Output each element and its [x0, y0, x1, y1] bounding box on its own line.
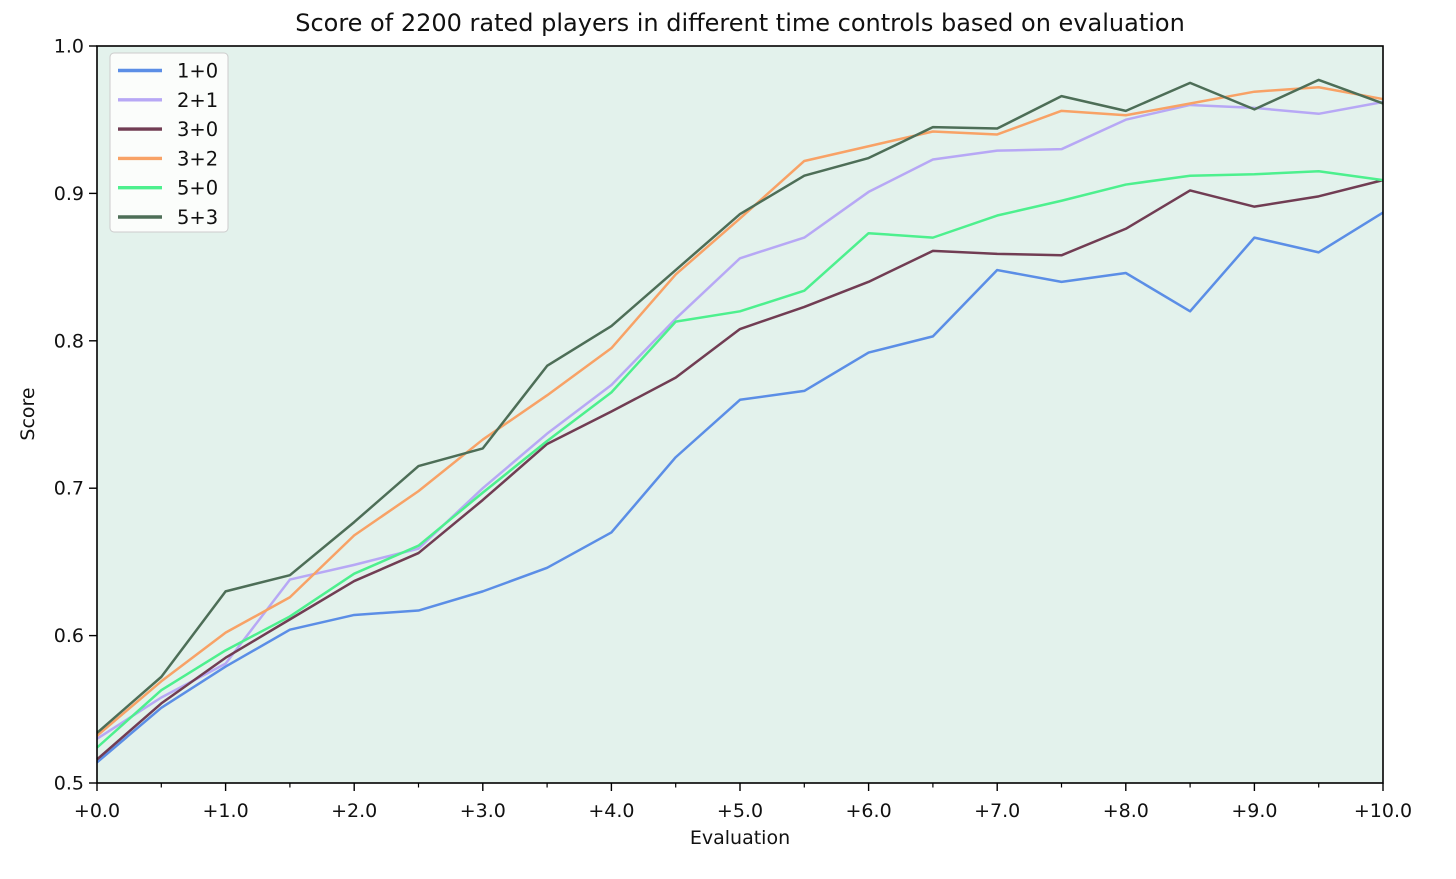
y-tick-label: 0.6: [54, 625, 84, 647]
x-tick-label: +7.0: [974, 800, 1020, 822]
y-tick-label: 0.7: [54, 478, 84, 500]
series-line-3+0: [96, 178, 1384, 761]
x-tick-label: +0.0: [74, 800, 120, 822]
x-tick-label: +6.0: [846, 800, 892, 822]
series-line-5+0: [96, 170, 1384, 749]
chart-title: Score of 2200 rated players in different…: [295, 9, 1185, 37]
x-axis-ticks: +0.0 +1.0 +2.0 +3.0 +4.0 +5.0 +6.0 +7.0 +8.0 +9.0…: [74, 783, 1412, 822]
legend-label: 5+3: [177, 206, 218, 229]
x-tick-label: +5.0: [717, 800, 763, 822]
series-line-5+3: [96, 78, 1384, 734]
y-tick-label: 0.8: [54, 330, 84, 352]
x-tick-label: +8.0: [1103, 800, 1149, 822]
legend-label: 3+2: [177, 147, 218, 170]
series-lines: [96, 78, 1384, 764]
legend: 1+0 2+1 3+0 3+2 5+0 5+3: [109, 52, 229, 233]
legend-label: 5+0: [177, 177, 218, 200]
x-tick-label: +9.0: [1231, 800, 1277, 822]
y-tick-label: 0.9: [54, 183, 84, 205]
legend-label: 1+0: [177, 60, 218, 83]
x-tick-label: +3.0: [460, 800, 506, 822]
x-tick-label: +1.0: [203, 800, 249, 822]
series-line-2+1: [96, 100, 1384, 740]
legend-label: 3+0: [177, 118, 218, 141]
y-tick-label: 0.5: [54, 773, 84, 795]
series-line-1+0: [96, 211, 1384, 764]
y-axis-ticks: 0.5 0.6 0.7 0.8 0.9 1.0: [54, 36, 97, 795]
legend-item-3+2: 3+2: [118, 147, 218, 170]
x-tick-label: +10.0: [1354, 800, 1412, 822]
x-tick-label: +2.0: [331, 800, 377, 822]
x-axis-label: Evaluation: [690, 827, 790, 849]
legend-item-5+3: 5+3: [118, 206, 218, 229]
series-line-3+2: [96, 86, 1384, 737]
legend-item-2+1: 2+1: [118, 89, 218, 112]
x-tick-label: +4.0: [588, 800, 634, 822]
legend-label: 2+1: [177, 89, 218, 112]
legend-item-1+0: 1+0: [118, 60, 218, 83]
y-axis-label: Score: [17, 387, 39, 440]
y-tick-label: 1.0: [54, 36, 84, 58]
legend-item-3+0: 3+0: [118, 118, 218, 141]
plot-area: [97, 46, 1383, 783]
legend-item-5+0: 5+0: [118, 177, 218, 200]
